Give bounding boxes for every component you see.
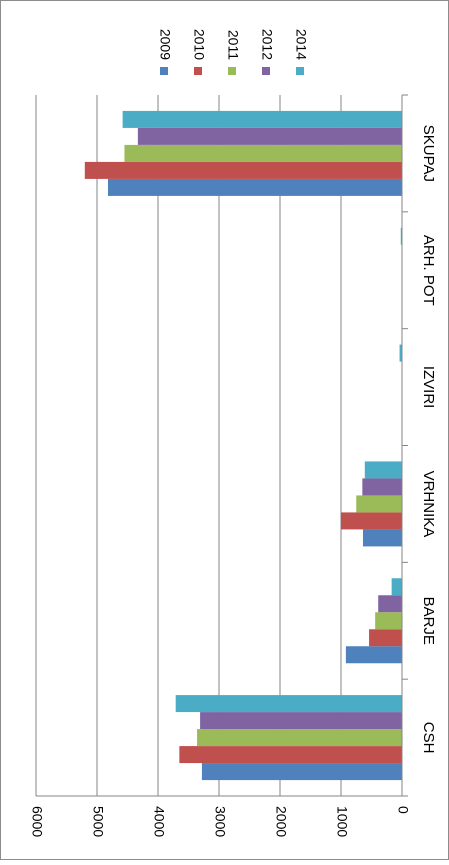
bar [362,478,402,496]
bar [201,763,402,781]
legend-label: 2012 [259,29,275,60]
legend-swatch [296,67,304,75]
bar [341,512,402,530]
legend-label: 2009 [157,29,173,60]
bar [369,629,402,647]
category-label: CSH [420,722,437,754]
bar [197,729,402,747]
category-label: BARJE [420,597,437,645]
bar [362,529,402,547]
legend-label: 2011 [225,30,241,60]
bar [400,227,402,245]
tick-label: 4000 [151,806,167,837]
category-label: SKUPAJ [420,125,437,182]
tick-label: 5000 [90,806,106,837]
category-label: IZVIRI [420,366,437,409]
bar [200,712,402,730]
legend-label: 2010 [191,29,207,60]
tick-label: 0 [395,806,411,814]
bars [84,110,403,781]
tick-label: 6000 [29,806,45,837]
bar [399,344,402,362]
bar [137,127,402,145]
legend-swatch [262,67,270,75]
legend-swatch [160,67,168,75]
tick-labels: 0 1000 2000 3000 4000 5000 6000 [29,806,411,837]
bar [378,595,402,613]
legend: 2009 2010 2011 2012 2014 [157,29,309,75]
bar [375,612,402,630]
bar [122,110,403,128]
category-label: VRHNIKA [420,471,437,538]
legend-swatch [228,67,236,75]
bar [175,695,402,713]
bar [107,178,402,196]
category-label: ARH. POT [420,235,437,306]
bar [124,144,402,162]
tick-label: 2000 [273,806,289,837]
category-labels: CSH BARJE VRHNIKA IZVIRI ARH. POT SKUPAJ [420,125,437,754]
gridlines [35,95,342,796]
bar [356,495,402,513]
bar [391,578,402,596]
axes [36,94,408,797]
legend-label: 2014 [293,29,309,60]
legend-swatch [194,67,202,75]
tick-label: 1000 [334,806,350,837]
bar [345,646,402,664]
bar [364,461,402,479]
bar [84,161,403,179]
tick-label: 3000 [212,806,228,837]
bar [179,746,402,764]
